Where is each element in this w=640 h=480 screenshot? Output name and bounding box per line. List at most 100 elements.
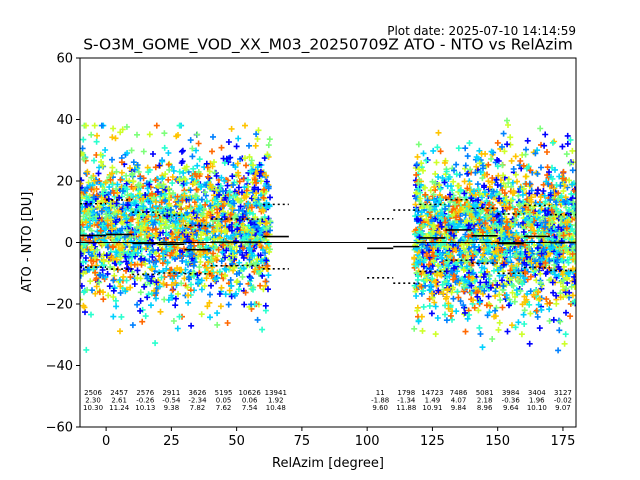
scatter-point <box>556 327 563 334</box>
scatter-point <box>439 175 446 181</box>
scatter-point <box>472 209 479 216</box>
scatter-point <box>481 287 488 294</box>
scatter-point <box>212 232 219 239</box>
scatter-point <box>473 249 480 256</box>
scatter-point <box>534 190 541 197</box>
scatter-point <box>519 191 526 198</box>
scatter-point <box>137 307 144 314</box>
scatter-point <box>498 220 505 227</box>
scatter-point <box>248 250 255 256</box>
scatter-point <box>218 228 225 235</box>
scatter-point <box>538 250 545 257</box>
scatter-point <box>228 282 235 289</box>
scatter-point <box>454 288 461 295</box>
scatter-points <box>80 117 576 354</box>
scatter-point <box>198 183 205 190</box>
x-tick-label: 100 <box>355 434 380 449</box>
scatter-point <box>551 185 558 192</box>
scatter-point <box>519 280 526 287</box>
scatter-point <box>123 215 130 222</box>
scatter-point <box>571 278 576 285</box>
scatter-point <box>127 165 133 171</box>
scatter-point <box>500 130 507 137</box>
bin-stat-label: -0.02 <box>554 397 572 405</box>
scatter-point <box>85 197 92 204</box>
y-tick-label: −60 <box>46 421 73 436</box>
scatter-point <box>429 178 436 185</box>
bin-stat-label: 1.92 <box>268 397 284 405</box>
scatter-point <box>198 196 205 203</box>
bin-stat-label: 10.48 <box>266 404 286 412</box>
scatter-point <box>169 174 176 180</box>
scatter-point <box>506 296 513 303</box>
scatter-point <box>431 299 438 306</box>
scatter-point <box>571 298 576 305</box>
scatter-point <box>266 248 273 255</box>
scatter-point <box>103 211 110 218</box>
scatter-point <box>218 258 225 265</box>
scatter-point <box>570 198 576 205</box>
scatter-point <box>160 280 167 287</box>
scatter-point <box>493 263 500 270</box>
scatter-point <box>147 200 154 207</box>
scatter-point <box>489 211 496 218</box>
scatter-point <box>258 226 265 233</box>
bin-stat-label: 3984 <box>502 389 520 397</box>
scatter-point <box>211 228 217 235</box>
scatter-point <box>234 226 241 233</box>
scatter-point <box>457 250 464 257</box>
scatter-point <box>160 267 167 274</box>
scatter-point <box>152 340 159 347</box>
scatter-point <box>479 229 486 236</box>
scatter-point <box>442 302 449 309</box>
scatter-point <box>569 292 576 299</box>
bin-stat-label: 2911 <box>162 389 180 397</box>
scatter-point <box>487 284 494 291</box>
scatter-point <box>165 195 172 202</box>
scatter-point <box>415 186 422 192</box>
scatter-point <box>521 321 528 327</box>
scatter-point <box>534 245 541 252</box>
scatter-point <box>240 245 247 252</box>
bin-stat-label: 5081 <box>476 389 494 397</box>
scatter-point <box>197 251 204 258</box>
scatter-point <box>176 201 183 208</box>
scatter-point <box>100 289 106 296</box>
scatter-point <box>144 196 151 203</box>
scatter-point <box>227 256 234 263</box>
scatter-point <box>92 254 98 261</box>
scatter-point <box>97 227 104 234</box>
scatter-point <box>133 224 140 230</box>
scatter-point <box>107 202 114 209</box>
scatter-point <box>254 256 261 263</box>
scatter-point <box>88 311 94 318</box>
scatter-point <box>159 158 166 165</box>
scatter-point <box>469 275 476 282</box>
scatter-point <box>470 297 477 304</box>
scatter-point <box>83 193 90 200</box>
scatter-point <box>442 219 449 226</box>
scatter-point <box>555 195 562 202</box>
scatter-point <box>112 219 119 226</box>
scatter-point <box>110 313 117 320</box>
scatter-point <box>566 160 573 167</box>
scatter-point <box>80 197 83 204</box>
scatter-point <box>522 173 529 180</box>
scatter-point <box>100 272 106 279</box>
scatter-point <box>453 308 460 315</box>
scatter-point <box>156 220 163 227</box>
bin-stat-label: 2506 <box>84 389 102 397</box>
scatter-point <box>481 190 488 197</box>
scatter-point <box>510 188 517 195</box>
scatter-point <box>208 282 214 289</box>
scatter-point <box>231 200 238 207</box>
bin-stat-label: 11.24 <box>109 404 130 412</box>
scatter-point <box>499 304 506 311</box>
scatter-point <box>214 310 221 317</box>
scatter-point <box>225 301 232 308</box>
scatter-point <box>519 253 526 260</box>
scatter-point <box>259 206 266 213</box>
scatter-point <box>418 283 425 290</box>
scatter-point <box>165 150 172 156</box>
scatter-point <box>144 294 151 301</box>
